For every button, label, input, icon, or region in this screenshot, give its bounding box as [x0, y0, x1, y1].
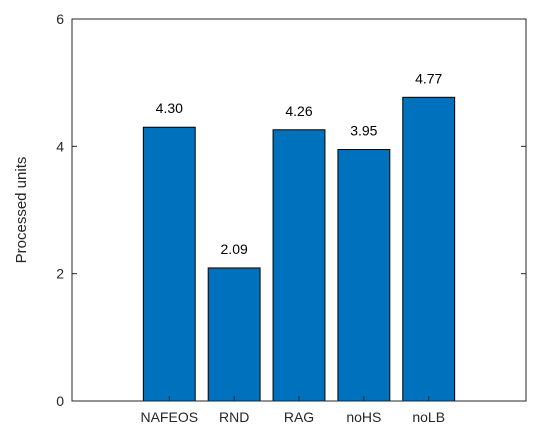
y-tick-label: 4 — [56, 138, 64, 154]
bar-rnd — [207, 267, 261, 402]
data-label: 2.09 — [221, 241, 248, 257]
x-axis-ticks: NAFEOS RND RAG noHS noLB — [140, 396, 445, 425]
data-label: 3.95 — [350, 123, 377, 139]
y-tick-label: 6 — [56, 11, 64, 27]
y-tick-label: 2 — [56, 266, 64, 282]
bar-nolb — [402, 96, 456, 402]
bar-nohs — [337, 149, 391, 402]
bars-group — [142, 96, 456, 402]
data-label: 4.30 — [156, 100, 183, 116]
data-labels-group: 4.30 2.09 4.26 3.95 4.77 — [156, 70, 443, 257]
y-tick-label: 0 — [56, 393, 64, 409]
x-tick-label: RND — [219, 409, 249, 425]
data-label: 4.26 — [285, 103, 312, 119]
bar-rag — [272, 129, 326, 402]
x-tick-label: RAG — [284, 409, 314, 425]
bar-nafeos — [142, 126, 196, 402]
x-tick-label: noHS — [346, 409, 381, 425]
data-label: 4.77 — [415, 70, 442, 86]
y-axis-label: Processed units — [13, 157, 30, 264]
x-tick-label: noLB — [412, 409, 445, 425]
y-axis-ticks: 0 2 4 6 — [56, 11, 526, 409]
x-tick-label: NAFEOS — [140, 409, 198, 425]
